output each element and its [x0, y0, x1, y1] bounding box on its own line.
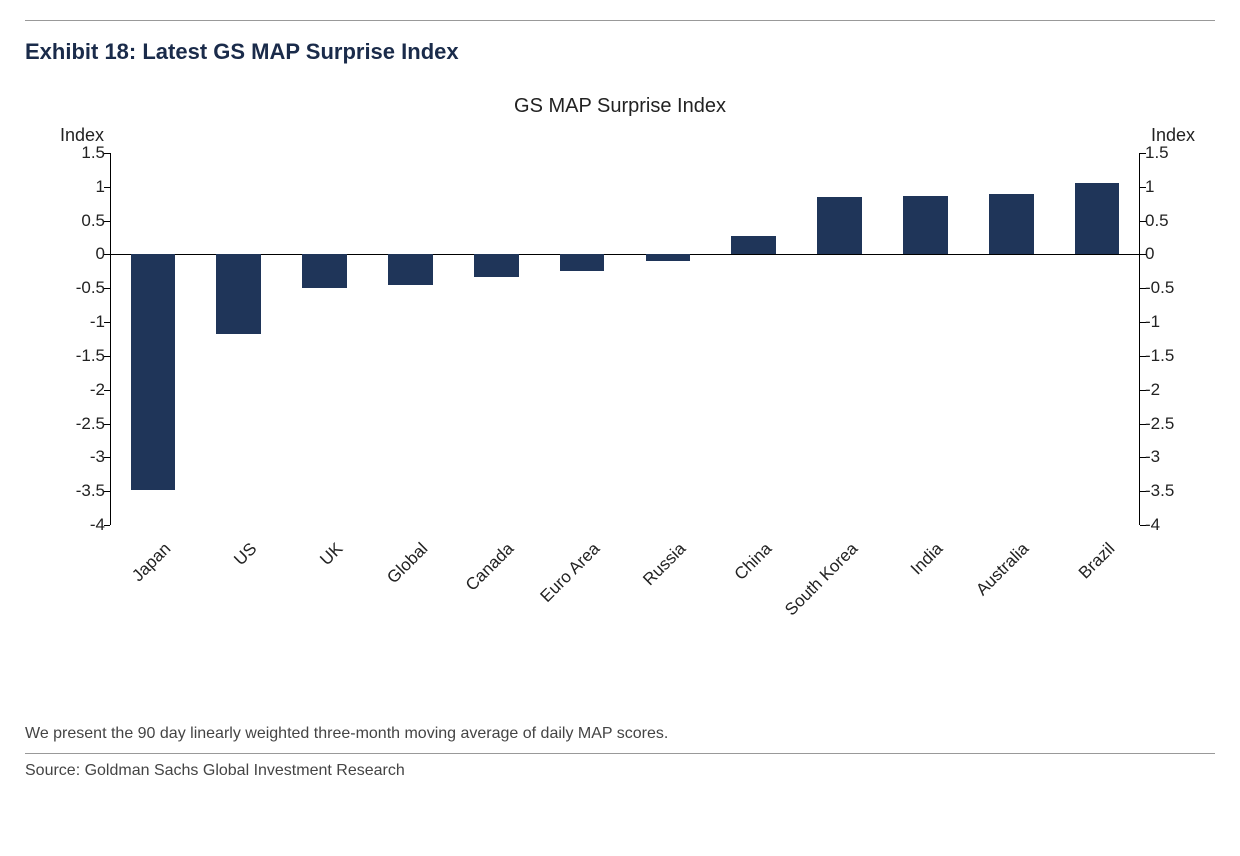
plot-area: 1.51.5110.50.500-0.5-0.5-1-1-1.5-1.5-2-2…	[110, 153, 1140, 525]
bar	[731, 236, 776, 255]
y-tick-label-left: -1.5	[55, 346, 105, 366]
y-tick-label-left: 1	[55, 177, 105, 197]
y-tick-mark-right	[1140, 322, 1146, 323]
y-tick-mark-right	[1140, 187, 1146, 188]
y-tick-mark-left	[104, 424, 110, 425]
y-tick-label-right: -2.5	[1145, 414, 1195, 434]
exhibit-title: Exhibit 18: Latest GS MAP Surprise Index	[25, 39, 1215, 65]
y-tick-mark-left	[104, 491, 110, 492]
x-tick-label: Euro Area	[519, 539, 604, 624]
y-tick-mark-left	[104, 390, 110, 391]
x-tick-label: Japan	[90, 539, 175, 624]
y-tick-mark-right	[1140, 254, 1146, 255]
y-tick-mark-left	[104, 288, 110, 289]
x-tick-label: US	[176, 539, 261, 624]
y-tick-mark-right	[1140, 457, 1146, 458]
bar	[903, 196, 948, 254]
y-tick-label-right: -1	[1145, 312, 1195, 332]
chart-title: GS MAP Surprise Index	[30, 95, 1210, 118]
x-tick-label: Brazil	[1034, 539, 1119, 624]
y-tick-label-left: -1	[55, 312, 105, 332]
y-tick-label-left: -2	[55, 380, 105, 400]
y-tick-label-right: -3	[1145, 447, 1195, 467]
y-tick-mark-right	[1140, 525, 1146, 526]
y-tick-label-left: 0.5	[55, 211, 105, 231]
x-tick-label: India	[863, 539, 948, 624]
x-tick-label: Canada	[434, 539, 519, 624]
y-tick-mark-left	[104, 525, 110, 526]
bar	[216, 254, 261, 334]
y-tick-mark-right	[1140, 356, 1146, 357]
chart-container: GS MAP Surprise Index Index Index 1.51.5…	[30, 95, 1210, 655]
source-text: Source: Goldman Sachs Global Investment …	[25, 754, 1215, 780]
x-tick-label: Russia	[605, 539, 690, 624]
bar	[302, 254, 347, 288]
x-tick-label: Global	[348, 539, 433, 624]
x-tick-label: South Korea	[777, 539, 862, 624]
bar	[989, 194, 1034, 254]
y-tick-label-right: -4	[1145, 515, 1195, 535]
y-tick-label-right: 0	[1145, 244, 1195, 264]
y-tick-mark-right	[1140, 390, 1146, 391]
y-tick-mark-right	[1140, 288, 1146, 289]
y-tick-label-right: -3.5	[1145, 481, 1195, 501]
top-rule	[25, 20, 1215, 21]
y-tick-label-right: 1.5	[1145, 143, 1195, 163]
bar	[560, 254, 605, 271]
y-tick-mark-right	[1140, 221, 1146, 222]
bar	[646, 254, 691, 261]
y-tick-label-left: -2.5	[55, 414, 105, 434]
y-tick-mark-right	[1140, 153, 1146, 154]
y-tick-mark-left	[104, 322, 110, 323]
bar	[474, 254, 519, 277]
y-tick-label-left: -4	[55, 515, 105, 535]
y-tick-label-right: -0.5	[1145, 278, 1195, 298]
y-tick-label-left: 0	[55, 244, 105, 264]
y-tick-label-right: -1.5	[1145, 346, 1195, 366]
footnote-text: We present the 90 day linearly weighted …	[25, 725, 1215, 754]
zero-line	[110, 254, 1140, 255]
y-tick-label-left: -0.5	[55, 278, 105, 298]
y-tick-label-right: -2	[1145, 380, 1195, 400]
bar	[388, 254, 433, 284]
y-tick-mark-left	[104, 356, 110, 357]
y-tick-label-left: 1.5	[55, 143, 105, 163]
y-tick-mark-left	[104, 457, 110, 458]
x-tick-label: Australia	[949, 539, 1034, 624]
y-tick-mark-left	[104, 187, 110, 188]
y-tick-label-left: -3.5	[55, 481, 105, 501]
y-tick-mark-right	[1140, 491, 1146, 492]
y-tick-mark-left	[104, 153, 110, 154]
bar	[817, 197, 862, 254]
y-tick-mark-right	[1140, 424, 1146, 425]
y-tick-label-right: 1	[1145, 177, 1195, 197]
y-axis-left	[110, 153, 111, 525]
y-axis-right	[1139, 153, 1140, 525]
y-tick-mark-left	[104, 221, 110, 222]
bar	[1075, 183, 1120, 255]
y-tick-label-left: -3	[55, 447, 105, 467]
x-tick-label: China	[691, 539, 776, 624]
y-tick-label-right: 0.5	[1145, 211, 1195, 231]
x-tick-label: UK	[262, 539, 347, 624]
bar	[131, 254, 176, 489]
